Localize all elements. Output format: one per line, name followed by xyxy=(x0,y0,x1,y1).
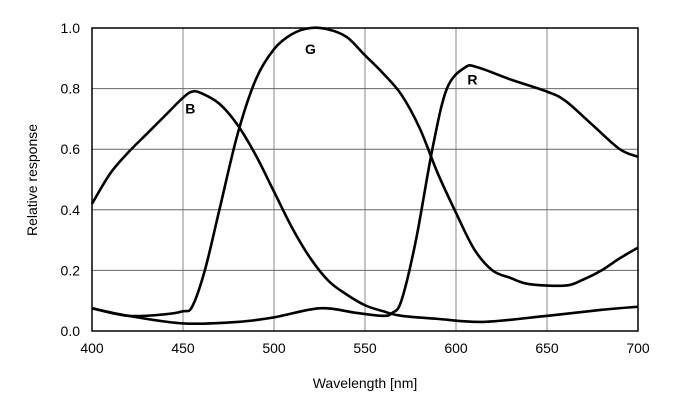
x-tick-label: 400 xyxy=(80,340,104,356)
y-axis-label: Relative response xyxy=(24,124,40,236)
x-tick-label: 700 xyxy=(626,340,650,356)
y-tick-label: 1.0 xyxy=(61,20,81,36)
series-line-R xyxy=(91,64,639,326)
x-axis-label: Wavelength [nm] xyxy=(313,375,418,391)
x-tick-label: 550 xyxy=(353,340,377,356)
series-label-B: B xyxy=(185,100,195,116)
series-line-B xyxy=(90,89,639,324)
series-label-R: R xyxy=(467,72,477,88)
series-labels: B G R xyxy=(185,41,477,116)
series-line-G xyxy=(91,26,639,318)
y-tick-label: 0.4 xyxy=(61,202,81,218)
series-label-G: G xyxy=(305,41,316,57)
y-tick-label: 0.2 xyxy=(61,262,81,278)
plot-frame xyxy=(91,27,639,332)
y-tick-label: 0.6 xyxy=(61,141,81,157)
x-tick-labels: 400 450 500 550 600 650 700 xyxy=(80,340,650,356)
x-tick-label: 600 xyxy=(444,340,468,356)
y-tick-labels: 0.0 0.2 0.4 0.6 0.8 1.0 xyxy=(61,20,81,339)
series-lines xyxy=(90,26,639,326)
x-tick-label: 650 xyxy=(535,340,559,356)
x-tick-label: 450 xyxy=(171,340,195,356)
x-tick-label: 500 xyxy=(262,340,286,356)
y-tick-label: 0.8 xyxy=(61,81,81,97)
y-tick-label: 0.0 xyxy=(61,323,81,339)
